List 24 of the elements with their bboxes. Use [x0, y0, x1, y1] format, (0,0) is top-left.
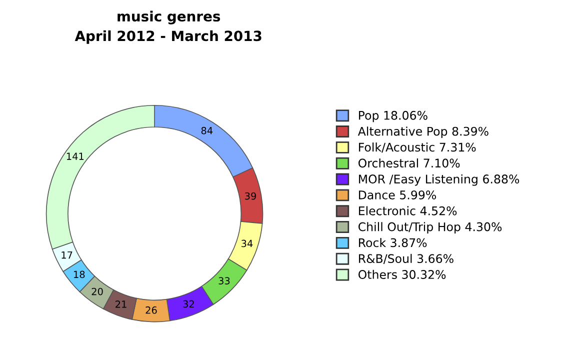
- data-label: 18: [74, 270, 85, 278]
- chart-subtitle: April 2012 - March 2013: [74, 30, 262, 44]
- data-label: 17: [62, 252, 72, 259]
- data-label: 34: [242, 240, 253, 248]
- legend-label: Pop 18.06%: [358, 110, 428, 122]
- legend-label: Orchestral 7.10%: [358, 158, 460, 168]
- legend-label: Dance 5.99%: [358, 190, 436, 200]
- legend-label: Chill Out/Trip Hop 4.30%: [358, 222, 502, 234]
- data-label: 26: [146, 306, 157, 314]
- legend-label: Electronic 4.52%: [358, 206, 457, 216]
- legend-label: R&B/Soul 3.66%: [358, 254, 454, 264]
- legend-label: Others 30.32%: [358, 270, 446, 279]
- data-label: 20: [92, 288, 103, 296]
- data-label: 84: [201, 126, 213, 134]
- legend-label: MOR /Easy Listening 6.88%: [358, 174, 520, 186]
- legend-label: Alternative Pop 8.39%: [358, 126, 488, 138]
- legend-label: Rock 3.87%: [358, 238, 427, 248]
- chart-title: music genres: [118, 10, 220, 24]
- data-label: 33: [218, 277, 230, 284]
- data-label: 141: [66, 152, 84, 160]
- data-label: 32: [183, 300, 194, 308]
- data-label: 39: [245, 192, 256, 200]
- legend-label: Folk/Acoustic 7.31%: [358, 142, 476, 153]
- data-label: 21: [116, 300, 126, 308]
